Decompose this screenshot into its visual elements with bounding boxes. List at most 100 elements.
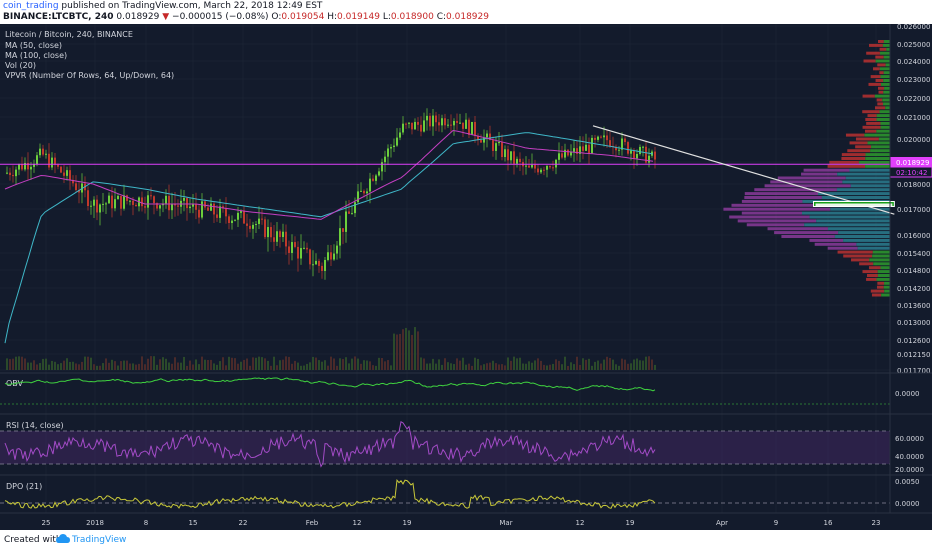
volume-bar (486, 363, 488, 370)
created-with: Created with (4, 535, 62, 545)
vpvr-bar-down (801, 172, 838, 176)
vpvr-bar-up (879, 67, 890, 71)
vpvr-bar-down (741, 211, 802, 215)
candle-body (498, 141, 500, 144)
vpvr-bar-down (878, 90, 884, 94)
candle-body (423, 120, 425, 132)
candle-body (282, 231, 284, 238)
volume-bar (522, 363, 524, 370)
vpvr-bar-down (869, 43, 883, 47)
time-axis[interactable]: 25 2018 8 15 22 Feb 12 19 Mar 12 19 Apr 9 16 23 (42, 519, 881, 527)
volume-bar (525, 363, 527, 370)
time-tick-label: Feb (306, 519, 319, 527)
vpvr-bar-up (821, 196, 890, 199)
volume-bar (78, 364, 80, 370)
candle-body (525, 165, 527, 167)
candle-body (597, 136, 599, 140)
volume-bar (162, 357, 164, 370)
volume-bar (66, 358, 68, 370)
volume-bar (54, 361, 56, 370)
volume-bar (102, 363, 104, 370)
volume-bar (30, 362, 32, 370)
volume-bar (93, 364, 95, 370)
rsi-axis-40: 40.0000 (895, 453, 924, 461)
close-value: 0.018929 (446, 12, 489, 22)
vpvr-bar-up (801, 211, 890, 215)
volume-bar (75, 363, 77, 370)
price-tick-label: 0.020000 (897, 136, 930, 144)
tradingview-brand[interactable]: TradingView (72, 535, 127, 545)
volume-bar (402, 329, 404, 370)
candle-body (189, 206, 191, 209)
volume-bar (96, 365, 98, 370)
volume-bar (528, 361, 530, 370)
volume-bar (216, 364, 218, 370)
chart-svg[interactable]: Litecoin / Bitcoin, 240, BINANCE MA (50,… (0, 23, 932, 530)
candle-body (588, 144, 590, 154)
time-tick-label: 12 (353, 519, 362, 527)
volume-bars (6, 327, 656, 370)
vpvr-bar-down (723, 207, 831, 211)
volume-bar (573, 364, 575, 370)
trendline[interactable] (592, 125, 895, 215)
volume-bar (471, 365, 473, 370)
candle-body (417, 121, 419, 125)
vpvr-bar-up (875, 59, 890, 63)
candle-body (144, 206, 146, 208)
candle-body (297, 246, 299, 259)
vpvr-bar-up (877, 274, 890, 277)
vpvr-bar-down (855, 137, 879, 141)
chart-canvas[interactable]: Litecoin / Bitcoin, 240, BINANCE MA (50,… (0, 23, 932, 530)
candle-body (483, 137, 485, 143)
candle-body (468, 119, 470, 135)
candle-body (366, 191, 368, 194)
volume-bar (363, 360, 365, 370)
volume-bar (372, 365, 374, 370)
volume-bar (639, 360, 641, 370)
vpvr-bar-down (877, 102, 884, 106)
candle-body (606, 135, 608, 141)
candle-body (63, 172, 65, 176)
vpvr-bar-up (884, 289, 890, 293)
high-label: H: (327, 12, 338, 22)
target-box[interactable] (813, 201, 895, 207)
candle-body (447, 124, 449, 126)
volume-bar (648, 356, 650, 370)
volume-bar (627, 363, 629, 370)
volume-bar (222, 357, 224, 370)
candle-body (528, 165, 530, 168)
volume-bar (636, 358, 638, 370)
volume-bar (324, 360, 326, 370)
volume-bar (474, 357, 476, 370)
candle-body (174, 204, 176, 206)
candle-body (117, 195, 119, 200)
vpvr-bar-up (881, 293, 890, 297)
candle-body (240, 210, 242, 213)
volume-bar (231, 357, 233, 370)
candle-body (147, 195, 149, 208)
high-value: 0.019149 (337, 12, 380, 22)
author-link[interactable]: coin_trading (3, 1, 59, 11)
volume-bar (33, 360, 35, 370)
volume-bar (219, 361, 221, 370)
candle-body (351, 213, 353, 215)
candle-body (486, 133, 488, 138)
volume-bar (600, 363, 602, 370)
price-axis[interactable]: 0.026000 0.025000 0.024000 0.023000 0.022000… (897, 23, 930, 375)
vpvr-bar-down (876, 285, 884, 289)
volume-bar (375, 365, 377, 370)
time-tick-label: 15 (189, 519, 198, 527)
volume-bar (570, 362, 572, 370)
volume-bar (444, 358, 446, 370)
vpvr-bar-up (874, 94, 890, 98)
candle-body (642, 146, 644, 148)
volume-bar (414, 327, 416, 370)
volume-bar (252, 357, 254, 370)
candle-body (510, 151, 512, 161)
rsi-axis-60: 60.0000 (895, 435, 924, 443)
volume-bar (336, 365, 338, 370)
vpvr-bar-down (866, 121, 881, 125)
vpvr-bar-up (865, 153, 890, 157)
candle-body (150, 195, 152, 197)
vpvr-bar-down (862, 270, 878, 274)
